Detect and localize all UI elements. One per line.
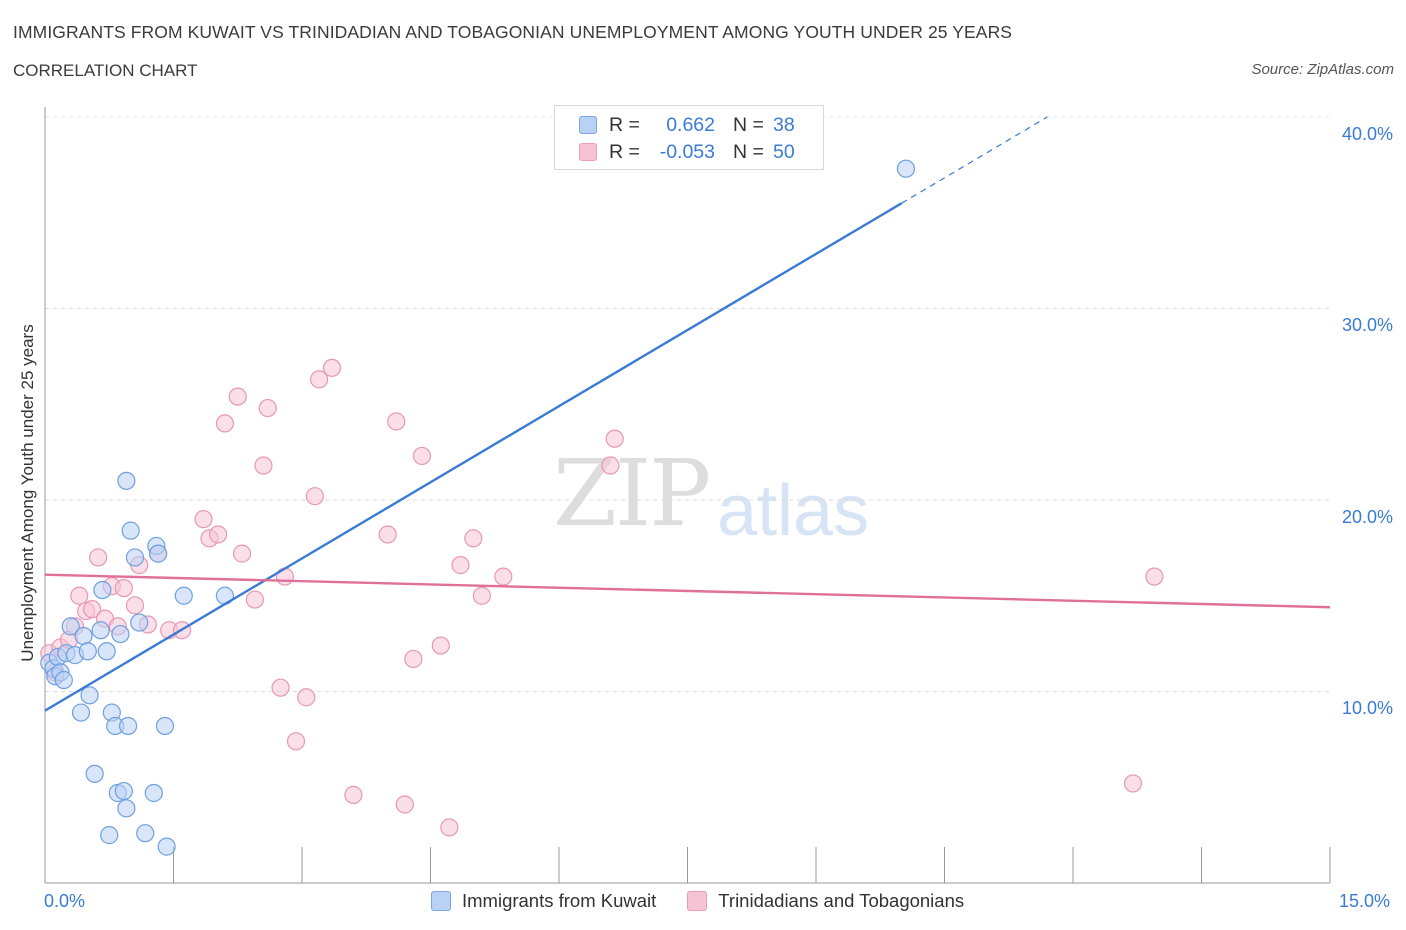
trinidad-point xyxy=(208,525,228,544)
trinidad-point xyxy=(378,525,397,544)
legend-r-label: R = xyxy=(609,140,640,163)
trinidad-point xyxy=(114,578,133,598)
legend-n-label: N = xyxy=(733,140,764,163)
kuwait-point xyxy=(114,781,133,801)
y-tick-label-40: 40.0% xyxy=(1341,124,1393,144)
trinidad-point xyxy=(412,446,432,466)
trinidad-point xyxy=(601,456,620,475)
trinidad-point xyxy=(322,358,342,377)
watermark-atlas: atlas xyxy=(717,471,870,551)
kuwait-point xyxy=(125,548,145,567)
kuwait-point xyxy=(174,586,193,605)
trinidad-point xyxy=(464,529,483,548)
source-label: Source: ZipAtlas.com xyxy=(1251,61,1394,78)
trinidad-point xyxy=(83,600,102,619)
kuwait-point xyxy=(97,642,116,661)
trinidad-point xyxy=(395,795,414,814)
bottom-legend: Immigrants from Kuwait Trinidadians and … xyxy=(431,890,964,912)
trinidad-point xyxy=(271,678,290,697)
y-axis-label: Unemployment Among Youth under 25 years xyxy=(18,324,37,662)
x-tick-label-max: 15.0% xyxy=(1339,891,1391,911)
legend-n-label: N = xyxy=(733,113,764,136)
trinidad-point xyxy=(472,586,491,605)
trinidad-point xyxy=(228,387,247,406)
kuwait-point xyxy=(71,703,91,722)
legend-n-value: 38 xyxy=(773,113,795,136)
y-tick-label-30: 30.0% xyxy=(1341,315,1393,335)
trinidad-point xyxy=(232,544,252,563)
legend-r-label: R = xyxy=(609,113,640,136)
legend-r-value: 0.662 xyxy=(666,113,715,136)
kuwait-point xyxy=(74,626,93,646)
trinidad-point xyxy=(215,414,234,433)
kuwait-point xyxy=(78,642,97,661)
kuwait-point xyxy=(121,521,140,540)
kuwait-point xyxy=(136,824,155,843)
y-tick-label-20: 20.0% xyxy=(1341,507,1393,527)
y-tick-label-10: 10.0% xyxy=(1341,698,1393,718)
kuwait-trend-line-extension xyxy=(901,116,1048,204)
trinidad-point xyxy=(310,370,329,389)
trinidad-point xyxy=(254,456,273,475)
trinidad-point xyxy=(605,429,624,448)
kuwait-point xyxy=(91,621,110,640)
kuwait-point xyxy=(155,716,175,736)
trinidad-point xyxy=(258,398,277,418)
x-tick-label-min: 0.0% xyxy=(44,891,86,911)
trinidad-point xyxy=(125,596,145,615)
kuwait-point xyxy=(80,686,99,705)
kuwait-point xyxy=(130,613,149,632)
trinidad-point xyxy=(440,818,459,837)
trinidad-point xyxy=(305,487,324,506)
legend-r-value: -0.053 xyxy=(659,140,715,163)
kuwait-point xyxy=(144,783,163,803)
kuwait-point xyxy=(896,159,916,178)
trinidad-trend-line xyxy=(44,573,1331,609)
kuwait-point xyxy=(117,471,136,490)
trinidad-point xyxy=(89,548,108,567)
trinidad-point xyxy=(245,590,264,609)
kuwait-point xyxy=(148,544,168,563)
bottom-legend-swatch-trinidad xyxy=(687,891,708,911)
trinidad-point xyxy=(404,649,423,669)
kuwait-point xyxy=(118,716,138,736)
kuwait-point xyxy=(100,826,119,845)
watermark-zip: ZIP xyxy=(553,440,711,547)
trinidad-point xyxy=(297,688,316,707)
trinidad-point xyxy=(387,412,406,431)
trinidad-point xyxy=(431,636,450,655)
bottom-legend-label-trinidad: Trinidadians and Tobagonians xyxy=(718,890,965,911)
trinidad-point xyxy=(1145,567,1164,586)
kuwait-point xyxy=(54,670,73,690)
trinidad-point xyxy=(70,586,89,605)
trinidad-point xyxy=(344,785,363,805)
legend-row-kuwait: R = 0.662 N = 38 xyxy=(579,113,795,137)
trinidad-point xyxy=(451,556,470,575)
kuwait-trend-line xyxy=(44,202,903,712)
kuwait-point xyxy=(61,617,80,636)
legend-swatch-kuwait xyxy=(579,116,597,134)
trinidad-point xyxy=(1123,774,1143,793)
legend-row-trinidad: R = -0.053 N = 50 xyxy=(579,140,795,164)
bottom-legend-swatch-kuwait xyxy=(431,891,451,911)
legend-n-value: 50 xyxy=(773,140,795,163)
kuwait-point xyxy=(85,764,104,783)
kuwait-point xyxy=(93,580,112,600)
trinidad-point xyxy=(194,510,213,529)
kuwait-point xyxy=(111,624,130,644)
legend-swatch-trinidad xyxy=(579,143,597,161)
kuwait-point xyxy=(117,799,136,818)
kuwait-point xyxy=(157,837,176,856)
correlation-legend: R = 0.662 N = 38 R = -0.053 N = 50 xyxy=(554,105,824,170)
trinidad-point xyxy=(494,567,513,586)
trinidad-point xyxy=(275,567,294,586)
bottom-legend-label-kuwait: Immigrants from Kuwait xyxy=(462,890,657,911)
chart-title: IMMIGRANTS FROM KUWAIT VS TRINIDADIAN AN… xyxy=(13,22,1013,42)
chart-subtitle: CORRELATION CHART xyxy=(13,61,198,80)
trinidad-point xyxy=(286,732,306,751)
